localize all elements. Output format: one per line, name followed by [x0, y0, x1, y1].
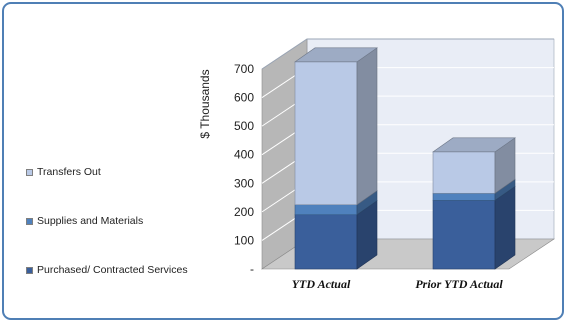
legend: Transfers Out Supplies and Materials Purch…: [26, 166, 201, 277]
bar-top: [294, 47, 378, 63]
legend-label: Transfers Out: [37, 166, 101, 178]
bar-top: [432, 137, 516, 153]
bar-stack: [432, 137, 516, 270]
bar-segment: [432, 200, 496, 270]
y-tick-label: 100: [234, 233, 254, 247]
bar-segment: [432, 151, 496, 194]
bar-segment: [294, 214, 358, 270]
chart-frame: - 100 200 300 400 500 600 700 YTD Actual Prior Y…: [2, 2, 564, 320]
gridline: [261, 38, 554, 70]
bar-stack: [294, 47, 378, 270]
y-axis-label: $ Thousands: [198, 69, 212, 138]
y-tick-label: 500: [234, 119, 254, 133]
y-tick-label: -: [250, 262, 254, 276]
legend-item: Purchased/ Contracted Services: [26, 264, 201, 277]
y-tick-labels: - 100 200 300 400 500 600 700: [234, 62, 254, 276]
y-tick-label: 300: [234, 176, 254, 190]
x-tick-label: Prior YTD Actual: [415, 277, 503, 291]
y-tick-label: 400: [234, 148, 254, 162]
legend-swatch: [26, 169, 33, 176]
x-tick-label: YTD Actual: [292, 277, 351, 291]
y-tick-label: 200: [234, 205, 254, 219]
y-tick-label: 600: [234, 91, 254, 105]
legend-label: Purchased/ Contracted Services: [37, 264, 188, 276]
legend-item: Supplies and Materials: [26, 215, 201, 228]
legend-label: Supplies and Materials: [37, 215, 144, 227]
bars: [294, 47, 516, 270]
x-tick-labels: YTD Actual Prior YTD Actual: [292, 277, 504, 291]
bar-segment-side: [356, 47, 378, 206]
bar-segment: [294, 204, 358, 216]
stacked-3d-bar-chart: - 100 200 300 400 500 600 700 YTD Actual Prior Y…: [198, 38, 555, 291]
y-tick-label: 700: [234, 62, 254, 76]
legend-item: Transfers Out: [26, 166, 201, 179]
bar-segment: [294, 61, 358, 206]
legend-swatch: [26, 218, 33, 225]
bar-segment-side: [494, 185, 516, 270]
bar-segment: [432, 192, 496, 201]
legend-swatch: [26, 267, 33, 274]
